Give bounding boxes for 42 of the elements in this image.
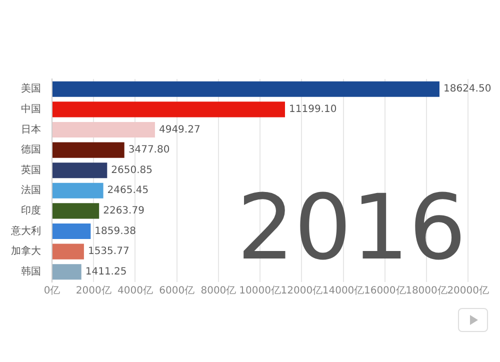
y-tick-label: 韩国: [21, 265, 41, 278]
data-label: 11199.10: [288, 104, 337, 116]
data-label: 3477.80: [128, 144, 170, 156]
x-tick-label: 20000亿: [447, 286, 489, 297]
bar: [52, 203, 100, 219]
y-tick-label: 意大利: [10, 224, 41, 237]
bar: [52, 102, 285, 118]
data-label: 2650.85: [111, 164, 153, 176]
annotation: 2016: [237, 175, 466, 280]
bar: [52, 244, 84, 260]
y-tick-label: 印度: [21, 204, 41, 217]
data-label: 1859.38: [94, 226, 136, 237]
y-tick-label: 加拿大: [11, 245, 41, 258]
data-label: 4949.27: [158, 124, 200, 136]
bar: [52, 162, 108, 178]
bar: [52, 142, 124, 158]
y-tick-label: 中国: [21, 103, 41, 116]
y-tick-label: 美国: [21, 82, 41, 95]
data-label: 2263.79: [103, 206, 144, 217]
data-label: 18624.50: [443, 84, 492, 95]
y-tick-label: 英国: [21, 164, 41, 176]
x-tick-label: 2000亿: [76, 286, 112, 297]
x-tick-label: 10000亿: [239, 286, 281, 297]
bar: [52, 223, 91, 240]
y-tick-label: 日本: [21, 123, 41, 136]
x-tick-label: 0亿: [44, 286, 60, 297]
bar: [52, 264, 82, 280]
data-label: 1535.77: [88, 246, 130, 258]
x-tick-label: 18000亿: [406, 286, 448, 297]
x-tick-label: 16000亿: [364, 286, 406, 297]
x-tick-label: 4000亿: [117, 286, 153, 297]
bar: [52, 122, 155, 138]
data-label: 2465.45: [107, 185, 149, 196]
y-tick-label: 法国: [21, 184, 41, 196]
x-tick-label: 12000亿: [280, 286, 323, 297]
x-tick-label: 6000亿: [159, 286, 195, 297]
x-tick-label: 14000亿: [322, 286, 364, 297]
x-tick-label: 8000亿: [200, 286, 236, 297]
y-tick-label: 德国: [21, 144, 41, 156]
bar: [52, 182, 104, 198]
data-label: 1411.25: [85, 266, 127, 278]
bar: [52, 81, 440, 97]
